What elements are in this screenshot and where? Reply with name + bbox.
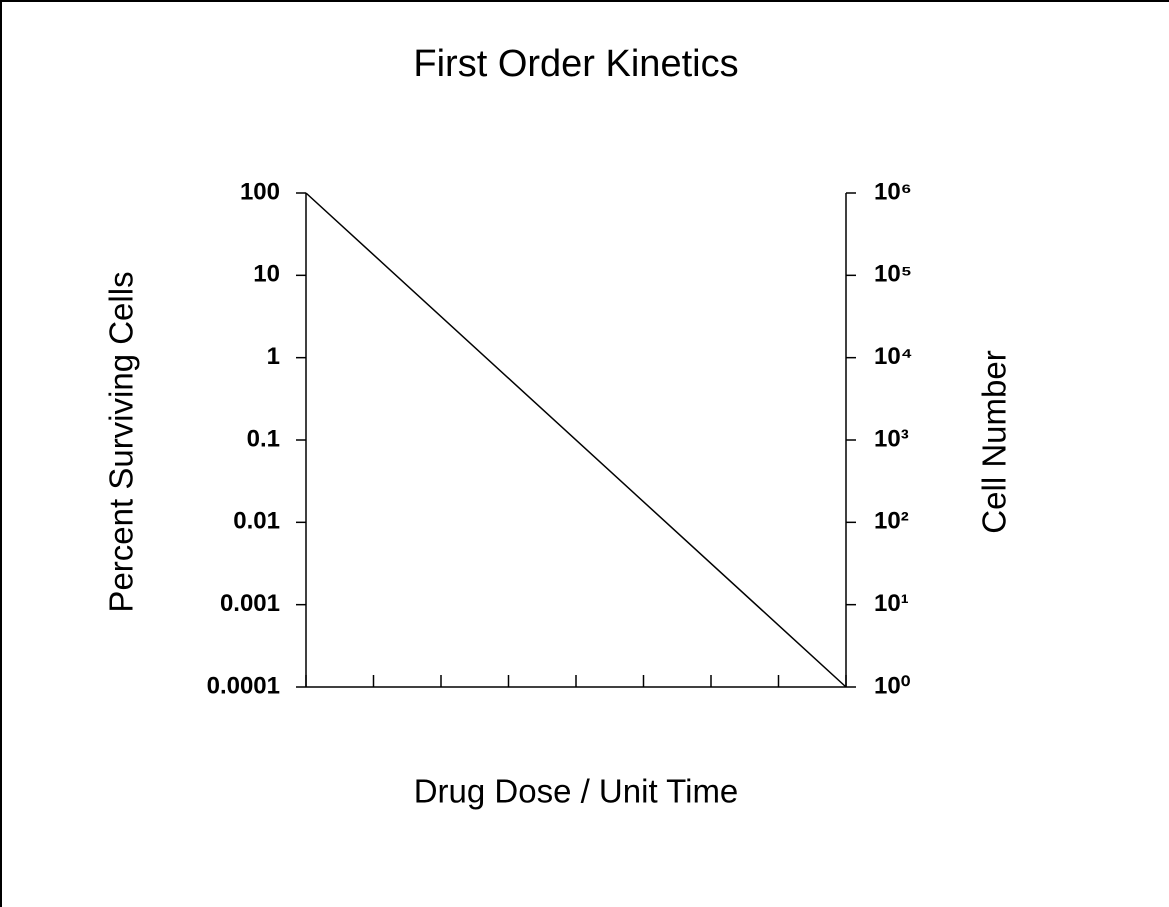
- y2-tick-label: 10⁴: [874, 343, 913, 370]
- y-tick-label: 10: [253, 261, 280, 288]
- data-line: [305, 192, 847, 688]
- y-axis-label: Percent Surviving Cells: [103, 271, 140, 612]
- y2-tick-label: 10³: [874, 425, 909, 452]
- y-tick-label: 0.1: [247, 425, 280, 452]
- x-axis-label: Drug Dose / Unit Time: [414, 773, 739, 810]
- y2-axis-label: Cell Number: [976, 350, 1013, 533]
- y2-tick-label: 10²: [874, 508, 909, 535]
- y2-tick-label: 10¹: [874, 590, 909, 617]
- y-tick-label: 0.001: [220, 590, 280, 617]
- y-tick-label: 100: [240, 178, 280, 205]
- y2-tick-label: 10⁰: [874, 672, 911, 699]
- y-tick-label: 1: [267, 343, 280, 370]
- chart-title: First Order Kinetics: [413, 43, 738, 85]
- y2-tick-label: 10⁵: [874, 261, 912, 288]
- y-tick-label: 0.0001: [207, 672, 280, 699]
- y-tick-label: 0.01: [233, 508, 280, 535]
- y2-tick-label: 10⁶: [874, 178, 912, 205]
